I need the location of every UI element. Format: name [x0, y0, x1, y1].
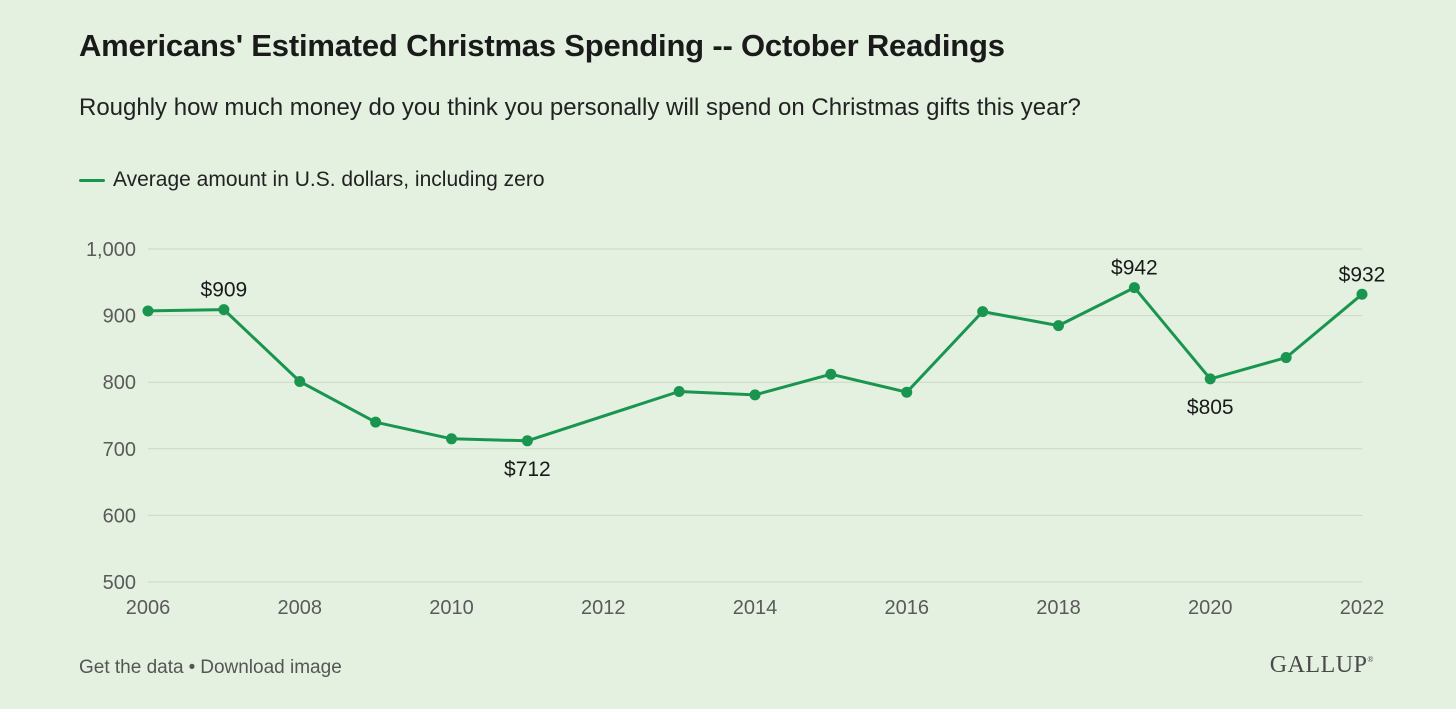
data-point-2010[interactable] [446, 433, 457, 445]
x-tick-label-2018: 2018 [1036, 597, 1081, 619]
data-label-2020: $805 [1187, 396, 1234, 419]
x-tick-label-2014: 2014 [733, 597, 778, 619]
series-line-0 [147, 286, 1363, 443]
chart-title: Americans' Estimated Christmas Spending … [79, 28, 1005, 63]
legend-label: Average amount in U.S. dollars, includin… [113, 168, 545, 191]
y-tick-label-900: 900 [103, 306, 136, 328]
gallup-logo: GALLUP® [1270, 652, 1374, 679]
y-tick-label-500: 500 [103, 572, 136, 594]
download-image-link[interactable]: Download image [200, 657, 342, 678]
x-tick-label-2006: 2006 [126, 597, 171, 619]
y-tick-label-1000: 1,000 [86, 239, 136, 261]
legend-swatch [79, 178, 105, 182]
data-point-2013[interactable] [673, 386, 685, 398]
get-data-link[interactable]: Get the data [79, 657, 184, 678]
data-point-2017[interactable] [977, 306, 989, 318]
x-tick-label-2010: 2010 [429, 597, 474, 619]
data-point-2011[interactable] [521, 435, 533, 447]
data-point-2008[interactable] [294, 376, 306, 388]
brand-name: GALLUP [1269, 652, 1368, 678]
x-tick-label-2012: 2012 [581, 597, 626, 619]
chart-subtitle: Roughly how much money do you think you … [79, 94, 1081, 121]
data-point-2022[interactable] [1356, 288, 1368, 300]
data-label-2007: $909 [201, 279, 248, 302]
data-point-2019[interactable] [1128, 282, 1140, 294]
x-tick-label-2020: 2020 [1188, 597, 1233, 619]
brand-mark: ® [1367, 655, 1374, 664]
chart-legend: Average amount in U.S. dollars, includin… [79, 168, 545, 192]
data-point-2016[interactable] [901, 386, 913, 398]
x-tick-label-2016: 2016 [885, 597, 930, 619]
data-label-2011: $712 [504, 458, 551, 481]
y-tick-label-600: 600 [103, 505, 136, 527]
footer-links: Get the data • Download image [79, 657, 342, 679]
data-label-2019: $942 [1111, 257, 1158, 280]
x-tick-label-2008: 2008 [278, 597, 323, 619]
data-label-2022: $932 [1339, 263, 1386, 286]
data-point-2009[interactable] [370, 416, 382, 428]
data-point-2014[interactable] [749, 389, 761, 401]
data-point-2007[interactable] [218, 304, 230, 316]
data-point-2020[interactable] [1204, 373, 1216, 385]
data-point-2015[interactable] [825, 368, 837, 380]
y-tick-label-800: 800 [103, 372, 136, 394]
data-point-2018[interactable] [1053, 320, 1064, 332]
data-point-2006[interactable] [142, 305, 154, 317]
footer-separator: • [188, 657, 196, 678]
y-tick-label-700: 700 [103, 439, 136, 461]
x-tick-label-2022: 2022 [1340, 597, 1385, 619]
data-point-2021[interactable] [1280, 352, 1292, 364]
